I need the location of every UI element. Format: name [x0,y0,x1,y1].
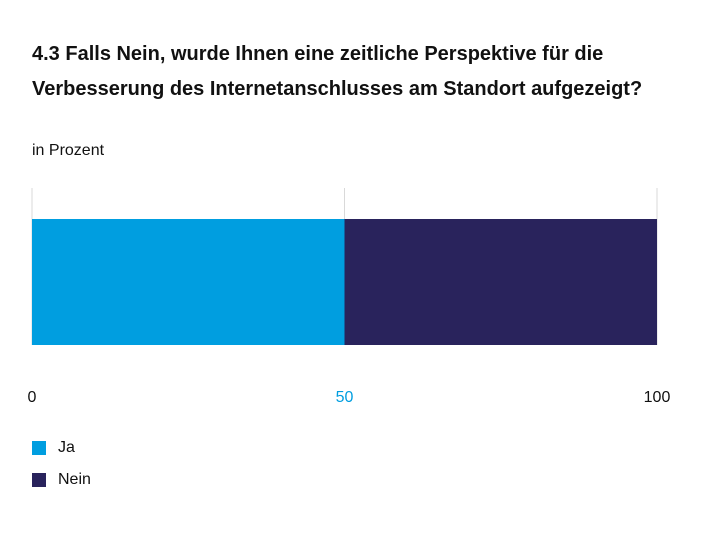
bar-segments [32,219,657,345]
bar-segment-nein [344,219,657,345]
legend-item-nein: Nein [32,469,91,491]
x-tick-label-50: 50 [336,389,354,406]
chart-title: 4.3 Falls Nein, wurde Ihnen eine zeitlic… [32,43,643,100]
chart-subtitle: in Prozent [32,142,105,159]
legend-swatch-nein [32,473,46,487]
legend-swatch-ja [32,441,46,455]
x-tick-label-100: 100 [644,389,671,406]
x-tick-label-0: 0 [28,389,37,406]
legend: Ja Nein [32,437,91,501]
x-axis-ticks: 0 50 100 [28,389,671,406]
bar-segment-ja [32,219,345,345]
legend-label-ja: Ja [58,439,75,456]
legend-label-nein: Nein [58,471,91,488]
legend-item-ja: Ja [32,437,91,459]
